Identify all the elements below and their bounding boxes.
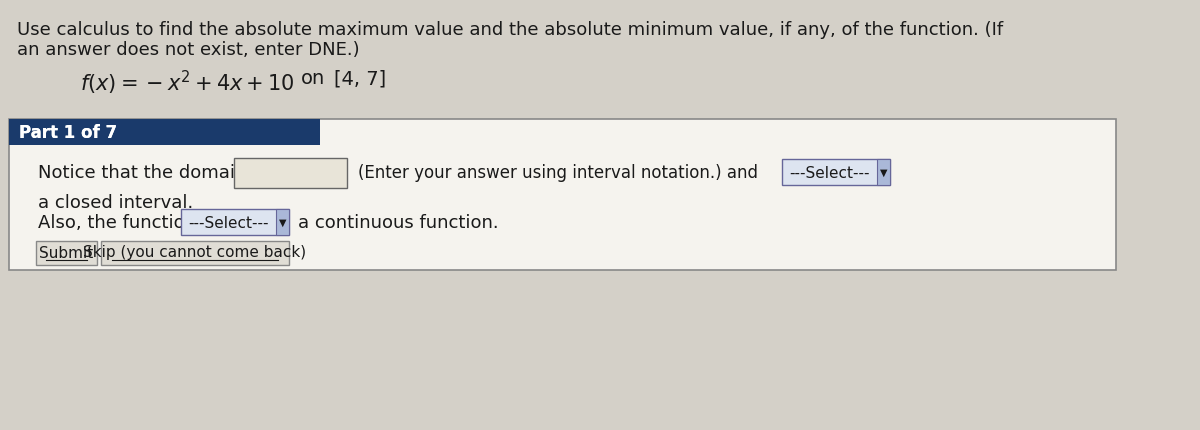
Text: a continuous function.: a continuous function. xyxy=(299,214,499,231)
Text: ▼: ▼ xyxy=(880,168,887,178)
Text: $f(x) = -x^2 + 4x + 10$: $f(x) = -x^2 + 4x + 10$ xyxy=(80,69,294,97)
FancyBboxPatch shape xyxy=(781,160,890,186)
Text: ---Select---: ---Select--- xyxy=(188,215,269,230)
Text: Submit: Submit xyxy=(40,245,94,260)
Text: ▼: ▼ xyxy=(278,218,287,227)
Text: Notice that the domain of f is: Notice that the domain of f is xyxy=(37,164,301,181)
Text: an answer does not exist, enter DNE.): an answer does not exist, enter DNE.) xyxy=(17,41,360,59)
FancyBboxPatch shape xyxy=(234,159,347,189)
FancyBboxPatch shape xyxy=(101,241,289,265)
FancyBboxPatch shape xyxy=(276,209,289,236)
FancyBboxPatch shape xyxy=(181,209,289,236)
Text: Skip (you cannot come back): Skip (you cannot come back) xyxy=(83,245,306,260)
FancyBboxPatch shape xyxy=(877,160,890,186)
FancyBboxPatch shape xyxy=(10,120,320,146)
Text: (Enter your answer using interval notation.) and: (Enter your answer using interval notati… xyxy=(358,164,758,181)
Text: a closed interval.: a closed interval. xyxy=(37,194,193,212)
FancyBboxPatch shape xyxy=(10,120,320,146)
Text: Part 1 of 7: Part 1 of 7 xyxy=(19,124,116,141)
Text: [4, 7]: [4, 7] xyxy=(335,69,386,88)
Text: Use calculus to find the absolute maximum value and the absolute minimum value, : Use calculus to find the absolute maximu… xyxy=(17,21,1003,39)
Text: Part 1 of 7: Part 1 of 7 xyxy=(19,124,116,141)
FancyBboxPatch shape xyxy=(36,241,97,265)
Text: Also, the function f: Also, the function f xyxy=(37,214,208,231)
FancyBboxPatch shape xyxy=(10,120,1116,270)
Text: ---Select---: ---Select--- xyxy=(788,165,869,180)
Text: on: on xyxy=(301,69,325,88)
